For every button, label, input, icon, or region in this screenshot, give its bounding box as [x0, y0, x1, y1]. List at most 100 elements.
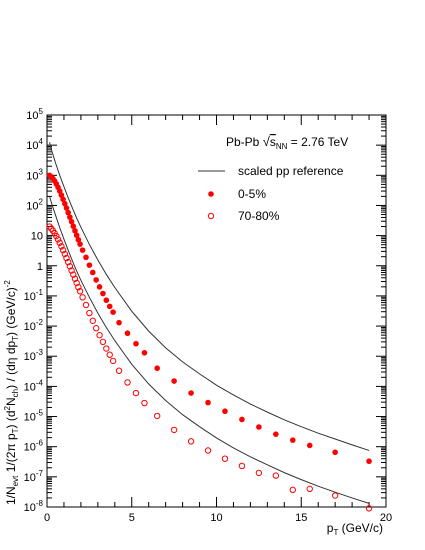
central-data-point — [103, 297, 110, 304]
peripheral-data-point — [204, 447, 212, 454]
peripheral-data-point — [68, 267, 75, 274]
x-tick-label: 0 — [44, 512, 50, 524]
collision-system-label: Pb-Pb √sNN = 2.76 TeV — [226, 134, 348, 151]
y-tick-label: 103 — [26, 167, 43, 182]
central-data-point — [83, 254, 89, 261]
central-data-point — [67, 214, 73, 220]
central-data-point — [79, 247, 86, 253]
peripheral-data-point — [82, 301, 90, 309]
central-data-point — [256, 424, 262, 430]
axis-ticks — [46, 114, 387, 508]
y-tick-label: 10-3 — [24, 348, 44, 363]
peripheral-data-point — [132, 389, 140, 397]
x-tick-label: 10 — [210, 512, 222, 524]
central-data-point — [133, 340, 139, 347]
peripheral-data-point — [54, 236, 62, 243]
data-points — [46, 172, 373, 512]
central-data-point — [72, 227, 78, 234]
central-data-point — [68, 218, 75, 225]
peripheral-data-point — [99, 338, 107, 346]
peripheral-data-point — [272, 472, 280, 479]
x-tick-labels: 0 5 10 15 20 — [44, 512, 392, 524]
central-data-point — [106, 303, 113, 310]
peripheral-data-point — [141, 399, 148, 407]
central-data-point — [65, 209, 71, 216]
peripheral-data-point — [255, 469, 263, 477]
central-data-point — [306, 442, 313, 449]
central-data-point — [70, 223, 77, 230]
y-axis-label: 1/Nevt 1/(2π pT) (d2Nch) / (dη dpT) (GeV… — [3, 280, 20, 505]
chart-legend: scaled pp reference 0-5% 70-80% — [198, 164, 344, 223]
central-data-point — [154, 365, 160, 372]
peripheral-data-point — [70, 271, 77, 278]
peripheral-data-point — [331, 492, 339, 499]
central-data-point — [124, 330, 131, 337]
legend-marker-swatch — [207, 212, 215, 220]
central-data-point — [110, 309, 116, 315]
y-tick-labels: 10-8 10-7 10-6 10-5 10-4 10-3 10-2 10-1 1 10 102 10… — [24, 107, 44, 514]
peripheral-data-point — [170, 426, 178, 434]
peripheral-data-point — [56, 239, 63, 246]
peripheral-data-point — [115, 367, 123, 374]
y-tick-label: 10-7 — [24, 469, 44, 484]
y-tick-label: 10 — [31, 231, 43, 243]
x-axis-label: pT (GeV/c) — [327, 521, 383, 537]
peripheral-data-point — [124, 379, 131, 386]
peripheral-data-point — [73, 279, 80, 287]
central-data-point — [141, 349, 148, 356]
central-data-point — [289, 437, 296, 443]
peripheral-data-point — [53, 232, 60, 240]
central-data-point — [366, 458, 372, 465]
peripheral-data-point — [59, 246, 67, 254]
peripheral-data-point — [306, 485, 313, 493]
x-tick-label: 5 — [129, 512, 135, 524]
central-data-point — [86, 262, 93, 268]
central-data-point — [222, 408, 228, 415]
central-data-point — [73, 232, 80, 239]
y-tick-label: 105 — [26, 107, 43, 122]
peripheral-data-point — [96, 331, 103, 339]
central-data-point — [171, 378, 177, 384]
y-tick-label: 10-1 — [24, 288, 44, 303]
peripheral-data-point — [103, 345, 110, 352]
y-tick-label: 10-4 — [24, 378, 44, 393]
central-data-point — [63, 205, 70, 211]
central-data-point — [62, 200, 68, 207]
y-tick-label: 104 — [26, 137, 43, 152]
peripheral-data-point — [63, 254, 70, 262]
legend-label: 0-5% — [238, 187, 266, 201]
legend-label: scaled pp reference — [238, 164, 344, 178]
central-data-point — [239, 416, 245, 423]
peripheral-data-point — [221, 455, 229, 462]
peripheral-data-point — [238, 462, 246, 470]
y-tick-label: 10-5 — [24, 409, 44, 424]
peripheral-data-point — [71, 275, 79, 282]
peripheral-data-point — [187, 438, 195, 445]
central-data-point — [60, 196, 66, 203]
central-data-point — [188, 390, 194, 396]
y-tick-label: 102 — [26, 197, 43, 212]
central-data-point — [77, 241, 83, 247]
central-data-point — [273, 431, 279, 437]
y-tick-label: 10-6 — [24, 439, 44, 454]
peripheral-data-point — [75, 283, 82, 291]
central-data-point — [116, 319, 122, 326]
y-tick-label: 1 — [37, 261, 43, 273]
pp-reference-curve — [49, 142, 370, 451]
peripheral-data-point — [66, 263, 74, 270]
peripheral-data-point — [365, 505, 373, 512]
peripheral-data-point — [61, 250, 69, 258]
peripheral-data-point — [109, 357, 117, 365]
central-data-point — [100, 290, 106, 297]
x-tick-label: 15 — [295, 512, 307, 524]
peripheral-data-point — [76, 288, 84, 295]
peripheral-data-point — [289, 486, 296, 494]
peripheral-data-point — [79, 294, 86, 301]
legend-label: 70-80% — [238, 209, 280, 223]
y-tick-label: 10-8 — [24, 499, 44, 514]
peripheral-data-point — [92, 325, 100, 332]
central-data-point — [332, 449, 338, 456]
central-data-point — [89, 269, 96, 276]
peripheral-data-point — [153, 412, 161, 420]
